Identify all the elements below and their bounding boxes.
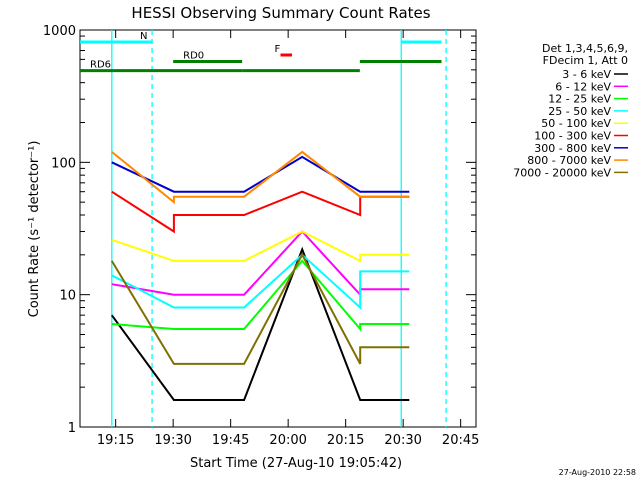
chart-title: HESSI Observing Summary Count Rates — [131, 4, 430, 22]
legend-header-2: FDecim 1, Att 0 — [543, 54, 628, 67]
plot-area: 19:15 19:30 19:45 20:00 20:15 20:30 20:45 1 10 10… — [43, 24, 479, 448]
x-tick-label-0: 19:15 — [97, 433, 134, 448]
series-line-6 — [111, 155, 410, 193]
y-tick-label-1: 10 — [59, 289, 76, 304]
y-tick-label-2: 100 — [51, 156, 76, 171]
legend-label-6: 300 - 800 keV — [534, 142, 611, 155]
x-tick-label-5: 20:30 — [384, 433, 421, 448]
legend-label-3: 25 - 50 keV — [548, 105, 611, 118]
series-line-5 — [111, 190, 410, 234]
x-axis-label: Start Time (27-Aug-10 19:05:42) — [190, 456, 402, 471]
legend: Det 1,3,4,5,6,9, FDecim 1, Att 0 3 - 6 k… — [513, 42, 628, 179]
legend-label-7: 800 - 7000 keV — [527, 154, 611, 167]
legend-header-1: Det 1,3,4,5,6,9, — [542, 42, 628, 55]
legend-label-8: 7000 - 20000 keV — [513, 166, 611, 179]
series-line-3 — [111, 253, 410, 310]
legend-label-4: 50 - 100 keV — [541, 117, 611, 130]
series-line-2 — [111, 259, 410, 332]
x-tick-label-2: 19:45 — [212, 433, 249, 448]
legend-label-1: 6 - 12 keV — [555, 80, 611, 93]
legend-label-2: 12 - 25 keV — [548, 93, 611, 106]
legend-label-5: 100 - 300 keV — [534, 130, 611, 143]
series-line-1 — [111, 230, 410, 298]
footer-timestamp: 27-Aug-2010 22:58 — [559, 468, 636, 477]
x-tick-label-3: 20:00 — [269, 433, 306, 448]
x-tick-label-1: 19:30 — [154, 433, 191, 448]
series-line-0 — [110, 246, 410, 401]
y-tick-label-3: 1000 — [43, 24, 76, 39]
mode-label-F: F — [274, 44, 280, 55]
series-line-7 — [111, 150, 410, 205]
plot-frame — [79, 29, 477, 428]
mode-label-N: N — [140, 31, 147, 42]
x-tick-label-6: 20:45 — [442, 433, 479, 448]
y-tick-label-0: 1 — [68, 421, 76, 436]
series-line-4 — [111, 230, 410, 263]
y-axis-label: Count Rate (s⁻¹ detector⁻¹) — [27, 141, 42, 318]
x-tick-label-4: 20:15 — [327, 433, 364, 448]
mode-label-RD6: RD6 — [90, 60, 111, 71]
mode-label-RD0: RD0 — [183, 51, 204, 62]
legend-label-0: 3 - 6 keV — [562, 68, 611, 81]
series-line-8 — [110, 252, 410, 365]
